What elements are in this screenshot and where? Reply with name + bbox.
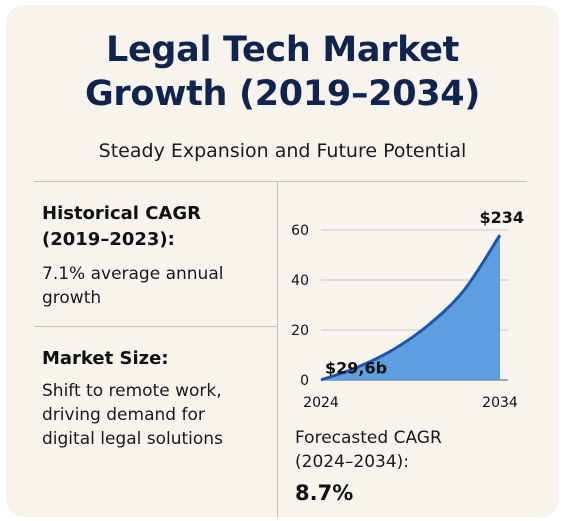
chart-annotations: $29,6b $234	[325, 208, 524, 378]
market-size-heading: Market Size:	[42, 348, 169, 369]
chart-area-group	[320, 234, 502, 382]
chart-ticks: 0 20 40 60 2024 2034	[291, 223, 518, 411]
market-size-line-1: Shift to remote work,	[42, 381, 222, 401]
x-tick-label: 2034	[482, 395, 518, 411]
historical-text-line-1: 7.1% average annual	[42, 264, 224, 284]
title-line-1: Legal Tech Market	[105, 30, 460, 70]
area-fill	[321, 235, 500, 380]
y-tick-label: 0	[300, 373, 309, 389]
data-label-end: $234	[479, 208, 524, 227]
page-title: Legal Tech Market Growth (2019–2034)	[0, 28, 565, 116]
data-label-start: $29,6b	[325, 359, 387, 378]
series-line	[320, 234, 502, 382]
title-line-2: Growth (2019–2034)	[84, 74, 481, 114]
divider-vertical	[277, 181, 278, 517]
historical-heading-line-2: (2019–2023):	[42, 229, 175, 250]
historical-cagr-heading: Historical CAGR (2019–2023):	[42, 201, 201, 253]
infographic-card	[6, 5, 559, 517]
historical-cagr-text: 7.1% average annual growth	[42, 262, 223, 310]
forecast-cagr-value: 8.7%	[295, 481, 354, 505]
forecast-label-line-1: Forecasted CAGR	[295, 428, 442, 448]
market-size-line-2: driving demand for	[42, 405, 205, 425]
divider-top	[34, 181, 527, 182]
y-tick-label: 60	[291, 223, 309, 239]
forecast-cagr-label: Forecasted CAGR (2024–2034):	[295, 426, 442, 474]
x-tick-label: 2024	[303, 395, 339, 411]
forecast-label-line-2: (2024–2034):	[295, 452, 410, 472]
historical-text-line-2: growth	[42, 288, 102, 308]
historical-heading-line-1: Historical CAGR	[42, 203, 201, 224]
market-size-line-3: digital legal solutions	[42, 429, 223, 449]
y-tick-label: 20	[291, 323, 309, 339]
divider-left-middle	[34, 326, 277, 327]
subtitle: Steady Expansion and Future Potential	[98, 140, 467, 162]
y-tick-label: 40	[291, 273, 309, 289]
market-size-text: Shift to remote work, driving demand for…	[42, 379, 223, 451]
